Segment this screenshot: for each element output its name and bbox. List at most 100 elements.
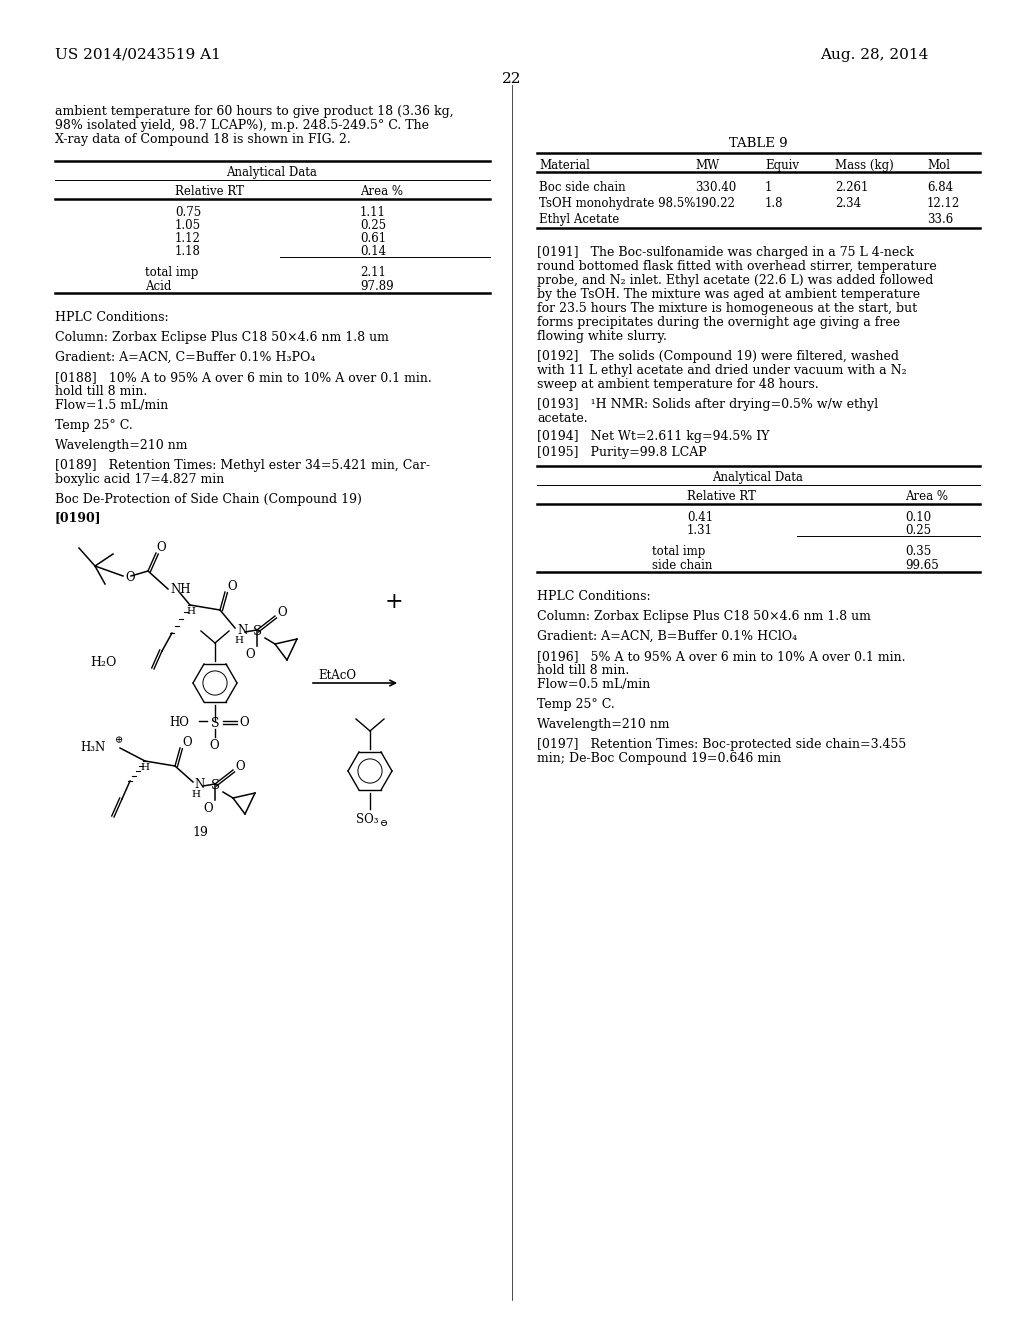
- Text: O: O: [239, 715, 249, 729]
- Text: Column: Zorbax Eclipse Plus C18 50×4.6 nm 1.8 um: Column: Zorbax Eclipse Plus C18 50×4.6 n…: [537, 610, 870, 623]
- Text: Boc De-Protection of Side Chain (Compound 19): Boc De-Protection of Side Chain (Compoun…: [55, 492, 361, 506]
- Text: NH: NH: [170, 583, 190, 597]
- Text: 1.31: 1.31: [687, 524, 713, 537]
- Text: H: H: [234, 636, 243, 645]
- Text: O: O: [203, 803, 213, 814]
- Text: Equiv: Equiv: [765, 158, 799, 172]
- Text: for 23.5 hours The mixture is homogeneous at the start, but: for 23.5 hours The mixture is homogeneou…: [537, 302, 918, 315]
- Text: total imp: total imp: [145, 267, 199, 279]
- Text: O: O: [125, 572, 134, 583]
- Text: 33.6: 33.6: [927, 213, 953, 226]
- Text: H: H: [140, 763, 150, 772]
- Text: 6.84: 6.84: [927, 181, 953, 194]
- Text: 1.05: 1.05: [175, 219, 201, 232]
- Text: [0192]   The solids (Compound 19) were filtered, washed: [0192] The solids (Compound 19) were fil…: [537, 350, 899, 363]
- Text: total imp: total imp: [652, 545, 706, 558]
- Text: HPLC Conditions:: HPLC Conditions:: [55, 312, 169, 323]
- Text: Analytical Data: Analytical Data: [226, 166, 317, 180]
- Text: US 2014/0243519 A1: US 2014/0243519 A1: [55, 48, 221, 62]
- Text: [0196]   5% A to 95% A over 6 min to 10% A over 0.1 min.: [0196] 5% A to 95% A over 6 min to 10% A…: [537, 649, 905, 663]
- Text: 190.22: 190.22: [695, 197, 736, 210]
- Text: +: +: [385, 591, 403, 612]
- Text: 0.41: 0.41: [687, 511, 713, 524]
- Text: EtAcO: EtAcO: [318, 669, 356, 682]
- Text: Gradient: A=ACN, B=Buffer 0.1% HClO₄: Gradient: A=ACN, B=Buffer 0.1% HClO₄: [537, 630, 797, 643]
- Text: 0.10: 0.10: [905, 511, 931, 524]
- Text: Aug. 28, 2014: Aug. 28, 2014: [820, 48, 929, 62]
- Text: Flow=0.5 mL/min: Flow=0.5 mL/min: [537, 678, 650, 690]
- Text: side chain: side chain: [652, 558, 713, 572]
- Text: 12.12: 12.12: [927, 197, 961, 210]
- Text: Area %: Area %: [905, 490, 948, 503]
- Text: min; De-Boc Compound 19=0.646 min: min; De-Boc Compound 19=0.646 min: [537, 752, 781, 766]
- Text: boxylic acid 17=4.827 min: boxylic acid 17=4.827 min: [55, 473, 224, 486]
- Text: [0195]   Purity=99.8 LCAP: [0195] Purity=99.8 LCAP: [537, 446, 707, 459]
- Text: 99.65: 99.65: [905, 558, 939, 572]
- Text: 0.25: 0.25: [905, 524, 931, 537]
- Text: HPLC Conditions:: HPLC Conditions:: [537, 590, 650, 603]
- Text: Temp 25° C.: Temp 25° C.: [537, 698, 614, 711]
- Text: Relative RT: Relative RT: [687, 490, 756, 503]
- Text: Analytical Data: Analytical Data: [713, 471, 804, 484]
- Text: X-ray data of Compound 18 is shown in FIG. 2.: X-ray data of Compound 18 is shown in FI…: [55, 133, 351, 147]
- Text: flowing white slurry.: flowing white slurry.: [537, 330, 667, 343]
- Text: 330.40: 330.40: [695, 181, 736, 194]
- Text: Relative RT: Relative RT: [175, 185, 244, 198]
- Text: Acid: Acid: [145, 280, 171, 293]
- Text: Boc side chain: Boc side chain: [539, 181, 626, 194]
- Text: 19: 19: [193, 826, 208, 840]
- Text: S: S: [211, 779, 220, 792]
- Text: Gradient: A=ACN, C=Buffer 0.1% H₃PO₄: Gradient: A=ACN, C=Buffer 0.1% H₃PO₄: [55, 351, 315, 364]
- Text: Material: Material: [539, 158, 590, 172]
- Text: Mass (kg): Mass (kg): [835, 158, 894, 172]
- Text: ⊕: ⊕: [115, 737, 123, 744]
- Text: O: O: [209, 739, 219, 752]
- Text: MW: MW: [695, 158, 719, 172]
- Text: O: O: [278, 606, 287, 619]
- Text: H: H: [186, 607, 195, 616]
- Text: hold till 8 min.: hold till 8 min.: [55, 385, 147, 399]
- Text: [0190]: [0190]: [55, 511, 101, 524]
- Text: [0194]   Net Wt=2.611 kg=94.5% IY: [0194] Net Wt=2.611 kg=94.5% IY: [537, 430, 769, 444]
- Text: HO: HO: [169, 715, 188, 729]
- Text: H₃N: H₃N: [80, 741, 105, 754]
- Text: 0.35: 0.35: [905, 545, 931, 558]
- Text: 2.261: 2.261: [835, 181, 868, 194]
- Text: O: O: [227, 579, 237, 593]
- Text: [0197]   Retention Times: Boc-protected side chain=3.455: [0197] Retention Times: Boc-protected si…: [537, 738, 906, 751]
- Text: sweep at ambient temperature for 48 hours.: sweep at ambient temperature for 48 hour…: [537, 378, 818, 391]
- Text: 1.8: 1.8: [765, 197, 783, 210]
- Text: 2.11: 2.11: [360, 267, 386, 279]
- Text: [0188]   10% A to 95% A over 6 min to 10% A over 0.1 min.: [0188] 10% A to 95% A over 6 min to 10% …: [55, 371, 432, 384]
- Text: Wavelength=210 nm: Wavelength=210 nm: [55, 440, 187, 451]
- Text: 1.12: 1.12: [175, 232, 201, 246]
- Text: Ethyl Acetate: Ethyl Acetate: [539, 213, 620, 226]
- Text: 22: 22: [502, 73, 522, 86]
- Text: 0.14: 0.14: [360, 246, 386, 257]
- Text: 0.61: 0.61: [360, 232, 386, 246]
- Text: Mol: Mol: [927, 158, 950, 172]
- Text: Column: Zorbax Eclipse Plus C18 50×4.6 nm 1.8 um: Column: Zorbax Eclipse Plus C18 50×4.6 n…: [55, 331, 389, 345]
- Text: by the TsOH. The mixture was aged at ambient temperature: by the TsOH. The mixture was aged at amb…: [537, 288, 921, 301]
- Text: TABLE 9: TABLE 9: [729, 137, 787, 150]
- Text: Temp 25° C.: Temp 25° C.: [55, 418, 133, 432]
- Text: [0191]   The Boc-sulfonamide was charged in a 75 L 4-neck: [0191] The Boc-sulfonamide was charged i…: [537, 246, 913, 259]
- Text: 1.18: 1.18: [175, 246, 201, 257]
- Text: H₂O: H₂O: [90, 656, 117, 669]
- Text: ⊖: ⊖: [380, 818, 388, 828]
- Text: Area %: Area %: [360, 185, 403, 198]
- Text: acetate.: acetate.: [537, 412, 588, 425]
- Text: 0.25: 0.25: [360, 219, 386, 232]
- Text: S: S: [253, 624, 262, 638]
- Text: [0189]   Retention Times: Methyl ester 34=5.421 min, Car-: [0189] Retention Times: Methyl ester 34=…: [55, 459, 430, 473]
- Text: 98% isolated yield, 98.7 LCAP%), m.p. 248.5-249.5° C. The: 98% isolated yield, 98.7 LCAP%), m.p. 24…: [55, 119, 429, 132]
- Text: 1.11: 1.11: [360, 206, 386, 219]
- Text: 1: 1: [765, 181, 772, 194]
- Text: SO₃: SO₃: [356, 813, 379, 826]
- Text: with 11 L ethyl acetate and dried under vacuum with a N₂: with 11 L ethyl acetate and dried under …: [537, 364, 906, 378]
- Text: N: N: [194, 777, 204, 791]
- Text: round bottomed flask fitted with overhead stirrer, temperature: round bottomed flask fitted with overhea…: [537, 260, 937, 273]
- Text: H: H: [191, 789, 200, 799]
- Text: Wavelength=210 nm: Wavelength=210 nm: [537, 718, 670, 731]
- Text: 2.34: 2.34: [835, 197, 861, 210]
